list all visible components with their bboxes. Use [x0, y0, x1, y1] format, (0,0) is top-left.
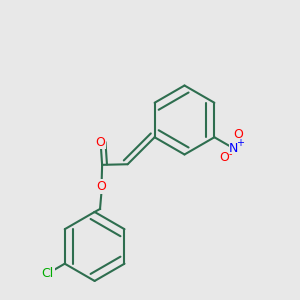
Text: O: O: [219, 152, 229, 164]
Text: N: N: [229, 142, 239, 155]
Text: O: O: [97, 180, 106, 193]
Text: +: +: [236, 138, 244, 148]
Text: O: O: [96, 136, 106, 149]
Text: Cl: Cl: [42, 267, 54, 280]
Text: O: O: [233, 128, 243, 141]
Text: -: -: [229, 149, 232, 159]
